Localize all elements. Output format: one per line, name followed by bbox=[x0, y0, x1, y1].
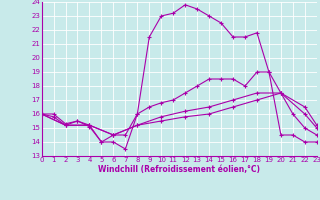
X-axis label: Windchill (Refroidissement éolien,°C): Windchill (Refroidissement éolien,°C) bbox=[98, 165, 260, 174]
